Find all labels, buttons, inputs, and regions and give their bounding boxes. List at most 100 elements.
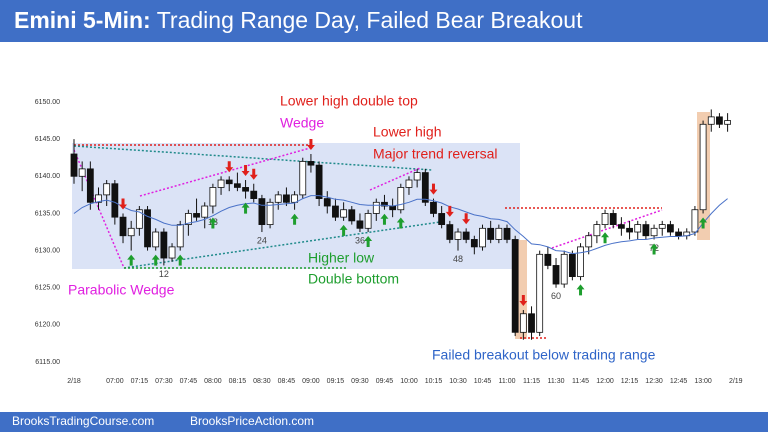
x-tick-label: 09:00 — [302, 378, 320, 385]
candle-body — [111, 183, 119, 218]
x-tick-label: 12:30 — [645, 378, 663, 385]
candle-body — [544, 253, 552, 266]
candle-body — [201, 205, 209, 218]
candle-body — [699, 123, 707, 211]
buy-arrow — [241, 202, 250, 214]
sell-arrow — [519, 295, 528, 307]
candle-body — [168, 246, 176, 259]
candle-body — [258, 198, 266, 225]
candle-body — [495, 227, 503, 240]
sell-arrow — [241, 165, 250, 177]
buy-arrow — [176, 254, 185, 266]
y-tick-label: 6150.00 — [35, 99, 60, 106]
candle-body — [242, 187, 249, 192]
x-tick-label: 10:45 — [474, 378, 492, 385]
sell-arrow — [306, 139, 315, 151]
buy-arrow — [380, 213, 389, 225]
sell-arrow — [445, 205, 454, 217]
candle-body — [675, 231, 682, 237]
annotation: Major trend reversal — [373, 146, 498, 162]
candle-body — [650, 227, 658, 237]
x-tick-label: 11:45 — [572, 378, 589, 385]
candle-body — [381, 201, 388, 207]
candle-body — [127, 227, 135, 237]
candle-body — [585, 235, 593, 248]
y-tick-label: 6115.00 — [35, 359, 60, 366]
candle-body — [487, 227, 495, 240]
candle-body — [152, 231, 160, 248]
candle-body — [438, 213, 446, 225]
candle-body — [716, 116, 723, 125]
buy-arrow — [396, 217, 405, 229]
bar-number: 12 — [159, 269, 169, 279]
sell-arrow — [225, 161, 234, 173]
x-tick-label: 11:30 — [548, 378, 565, 385]
candle-body — [593, 224, 601, 237]
annotation: Wedge — [280, 115, 324, 131]
candle-body — [233, 183, 241, 188]
sell-arrow — [462, 213, 471, 225]
x-tick-label: 07:45 — [180, 378, 198, 385]
buy-arrow — [127, 254, 136, 266]
candle-body — [266, 201, 274, 225]
buy-arrow — [601, 232, 610, 244]
candle-body — [462, 231, 470, 240]
x-tick-label: 07:30 — [155, 378, 173, 385]
candle-body — [323, 198, 331, 207]
candle-body — [560, 253, 568, 285]
x-tick-label: 09:45 — [376, 378, 394, 385]
x-tick-label: 11:00 — [499, 378, 516, 385]
bar-number: 60 — [551, 291, 561, 301]
candle-body — [332, 205, 339, 218]
candle-body — [634, 224, 642, 233]
buy-arrow — [699, 217, 708, 229]
x-tick-label: 13:00 — [694, 378, 712, 385]
candle-body — [217, 179, 225, 188]
annotation: Failed breakout below trading range — [432, 347, 656, 363]
annotation: Lower high double top — [280, 93, 418, 109]
candle-body — [348, 209, 356, 222]
chart-title: Emini 5-Min: Trading Range Day, Failed Be… — [14, 7, 583, 33]
candle-body — [209, 187, 217, 207]
annotation: Parabolic Wedge — [68, 282, 175, 298]
x-tick-label: 08:45 — [278, 378, 296, 385]
trend-line — [123, 221, 441, 269]
annotation: Lower high — [373, 124, 442, 140]
candle-body — [315, 164, 323, 199]
buy-arrow — [339, 224, 348, 236]
x-tick-label: 2/19 — [729, 378, 743, 385]
footer-text: BrooksTradingCourse.com — [12, 414, 154, 428]
sell-arrow — [429, 183, 438, 195]
wedge-line — [551, 209, 663, 249]
x-tick-label: 09:30 — [351, 378, 369, 385]
y-tick-label: 6135.00 — [35, 210, 60, 217]
y-tick-label: 6140.00 — [35, 173, 60, 180]
title-bar — [0, 0, 768, 42]
candle-body — [577, 246, 584, 278]
candle-body — [299, 161, 307, 196]
x-tick-label: 09:15 — [327, 378, 345, 385]
candle-body — [511, 239, 519, 333]
candle-body — [184, 213, 192, 225]
candle-body — [291, 194, 298, 203]
x-tick-label: 11:15 — [523, 378, 540, 385]
y-tick-label: 6120.00 — [35, 322, 60, 329]
x-tick-label: 07:00 — [106, 378, 124, 385]
x-tick-label: 12:45 — [670, 378, 688, 385]
candle-body — [364, 213, 372, 229]
candle-body — [642, 224, 650, 237]
candle-body — [176, 224, 184, 248]
buy-arrow — [151, 254, 160, 266]
candle-body — [479, 227, 486, 248]
wedge-line — [369, 167, 421, 191]
candle-body — [340, 209, 348, 218]
buy-arrow — [650, 243, 659, 255]
candle-body — [356, 220, 364, 229]
buy-arrow — [576, 284, 585, 296]
candle-body — [454, 231, 462, 240]
x-tick-label: 10:30 — [449, 378, 467, 385]
wedge-line — [139, 147, 311, 197]
candle-body — [609, 213, 617, 225]
candle-body — [667, 224, 674, 233]
